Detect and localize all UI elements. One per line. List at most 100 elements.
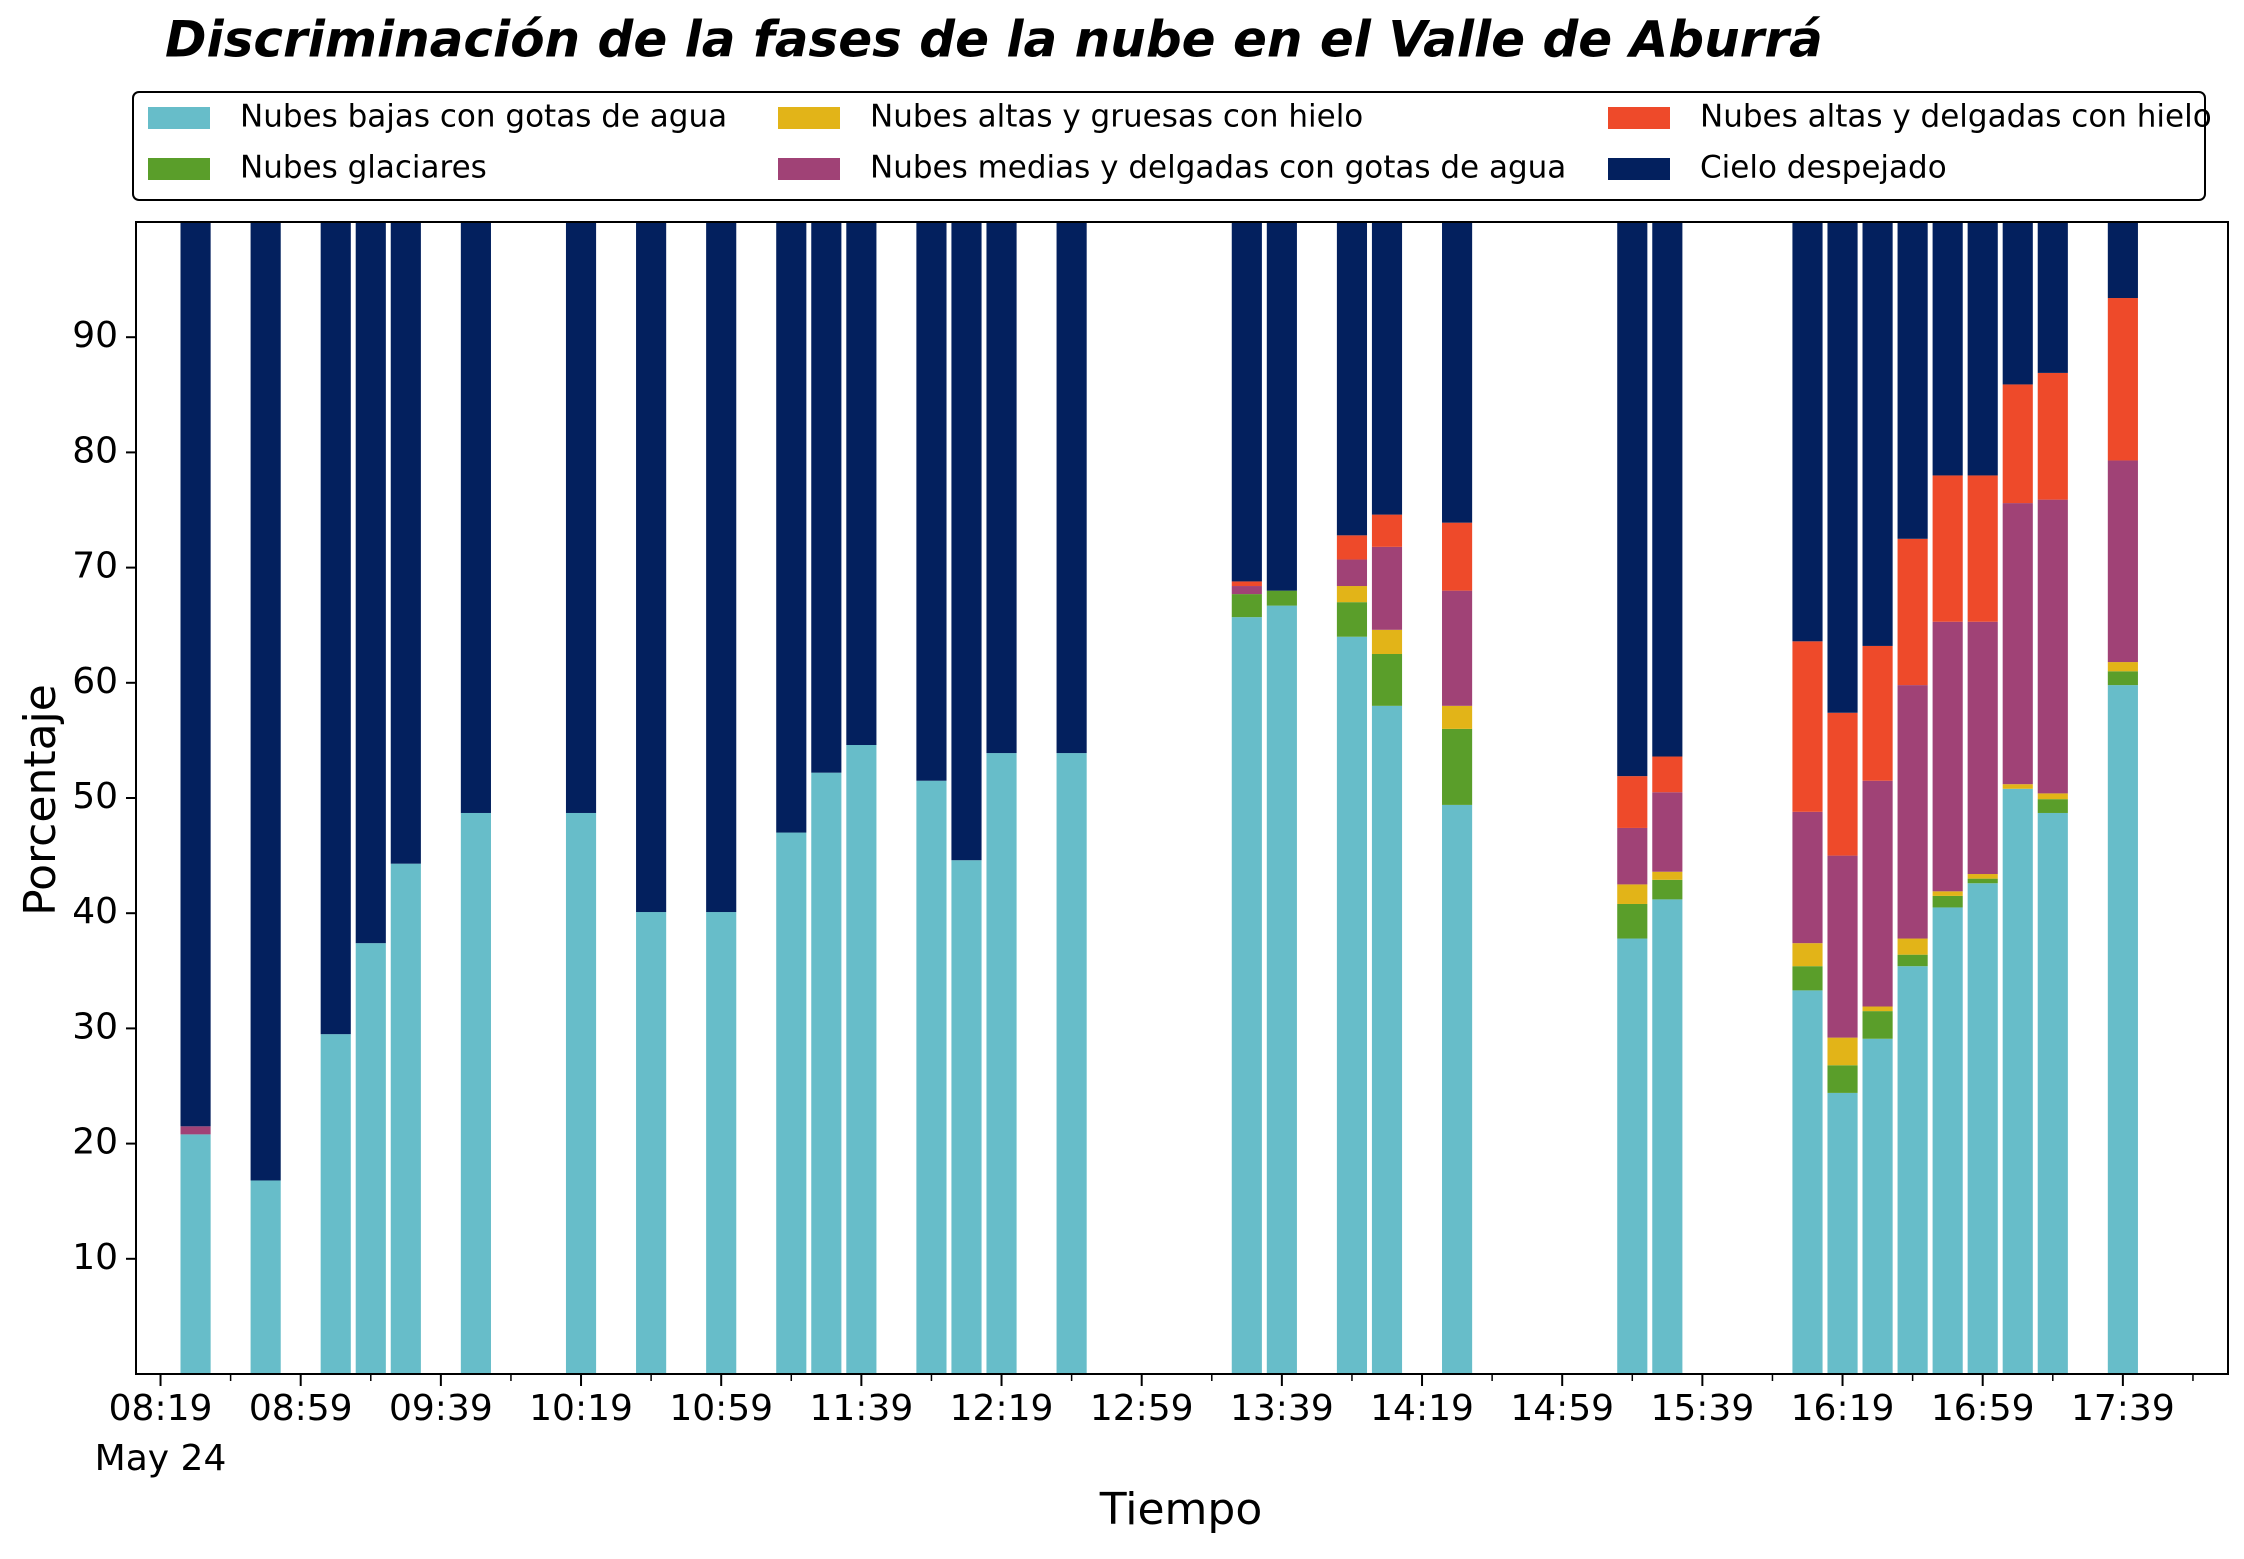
bar-segment	[1932, 222, 1963, 476]
bar-segment	[1897, 966, 1928, 1374]
y-tick-label: 90	[72, 315, 118, 356]
bar-segment	[390, 222, 421, 864]
bar-segment	[1652, 756, 1683, 793]
bar-segment	[1862, 222, 1893, 646]
bar-segment	[1792, 990, 1823, 1374]
bar-segment	[1827, 1065, 1858, 1093]
bar-segment	[460, 812, 491, 1374]
bar-segment	[565, 812, 597, 1374]
bar-segment	[1266, 590, 1297, 606]
bar-segment	[320, 222, 351, 1035]
bar-segment	[355, 943, 386, 1374]
bar-segment	[1967, 874, 1998, 879]
bar-segment	[1967, 883, 1998, 1374]
bar-segment	[1336, 535, 1368, 560]
bar-segment	[1371, 514, 1403, 547]
bar-segment	[1442, 222, 1473, 523]
bar-segment	[776, 832, 807, 1374]
bar-segment	[1862, 780, 1893, 1007]
y-axis-label: Porcentaje	[15, 684, 66, 916]
x-tick-label: 13:39	[1230, 1388, 1334, 1429]
bar-segment	[1932, 621, 1963, 892]
bar-segment	[811, 772, 842, 1374]
bar-segment	[1056, 753, 1087, 1374]
bar-segment	[1231, 581, 1262, 587]
x-tick-label: 16:19	[1791, 1388, 1895, 1429]
bar-segment	[2037, 222, 2068, 373]
bar-segment	[1967, 475, 1998, 622]
x-tick-label: 14:19	[1370, 1388, 1474, 1429]
y-tick-label: 30	[72, 1006, 118, 1047]
legend-label: Nubes medias y delgadas con gotas de agu…	[870, 150, 1566, 186]
x-axis-label: Tiempo	[1099, 1484, 1263, 1535]
bar-segment	[2037, 793, 2068, 800]
bar-segment	[1827, 855, 1858, 1038]
x-tick-label: 11:39	[809, 1388, 913, 1429]
bar-segment	[565, 222, 597, 813]
bar-segment	[2037, 499, 2068, 794]
bar-segment	[460, 222, 491, 813]
bar-segment	[2107, 671, 2138, 686]
bar-segment	[1371, 222, 1403, 515]
bar-segment	[2107, 222, 2138, 299]
bar-segment	[951, 860, 982, 1374]
bar-segment	[1336, 559, 1368, 587]
bar-segment	[2037, 812, 2068, 1374]
bar-segment	[250, 1180, 281, 1374]
x-tick-label: 17:39	[2071, 1388, 2175, 1429]
bar-segment	[320, 1034, 351, 1374]
bar-segment	[1231, 617, 1262, 1374]
legend-label: Cielo despejado	[1700, 150, 1947, 186]
bar-segment	[636, 222, 667, 913]
bar-segment	[1652, 871, 1683, 880]
bar-segment	[1932, 475, 1963, 622]
legend-swatch	[148, 107, 210, 129]
bar-segment	[1336, 602, 1368, 637]
bar-segment	[1862, 1038, 1893, 1374]
bar-segment	[1967, 878, 1998, 884]
bar-segment	[1792, 943, 1823, 967]
bar-segment	[1792, 966, 1823, 991]
bar-segment	[1932, 895, 1963, 908]
bar-segment	[1617, 827, 1648, 885]
bar-segment	[1827, 1092, 1858, 1374]
bar-segment	[390, 863, 421, 1374]
bar-segment	[916, 222, 947, 781]
y-tick-label: 10	[72, 1237, 118, 1278]
bar-segment	[1827, 712, 1858, 856]
bar-segment	[916, 780, 947, 1374]
bar-segment	[250, 222, 281, 1181]
bar-segment	[1652, 222, 1683, 757]
y-tick-label: 60	[72, 661, 118, 702]
x-tick-label: 12:19	[950, 1388, 1054, 1429]
bar-segment	[706, 912, 737, 1374]
x-offset-label: May 24	[95, 1438, 227, 1479]
bar-segment	[2037, 372, 2068, 500]
bar-segment	[1266, 605, 1297, 1374]
bar-segment	[2107, 662, 2138, 672]
bar-segment	[2002, 788, 2033, 1374]
bar-segment	[846, 745, 877, 1374]
bar-segment	[1056, 222, 1087, 754]
bar-segment	[776, 222, 807, 833]
bar-segment	[2002, 784, 2033, 789]
bar-segment	[1442, 728, 1473, 805]
bar-segment	[1266, 222, 1297, 591]
bar-segment	[180, 222, 211, 1127]
bar-segment	[706, 222, 737, 913]
bar-segment	[1231, 222, 1262, 582]
bar-segment	[1371, 654, 1403, 706]
bar-segment	[1897, 938, 1928, 955]
x-tick-label: 12:59	[1090, 1388, 1194, 1429]
x-tick-label: 10:59	[669, 1388, 773, 1429]
bar-segment	[180, 1126, 211, 1135]
legend-swatch	[1608, 158, 1670, 180]
y-tick-label: 80	[72, 430, 118, 471]
bar-segment	[1862, 1011, 1893, 1039]
bar-segment	[1442, 705, 1473, 729]
bar-segment	[1336, 222, 1368, 536]
bar-segment	[1371, 705, 1403, 1374]
bar-segment	[1897, 222, 1928, 539]
x-tick-label: 08:19	[109, 1388, 213, 1429]
